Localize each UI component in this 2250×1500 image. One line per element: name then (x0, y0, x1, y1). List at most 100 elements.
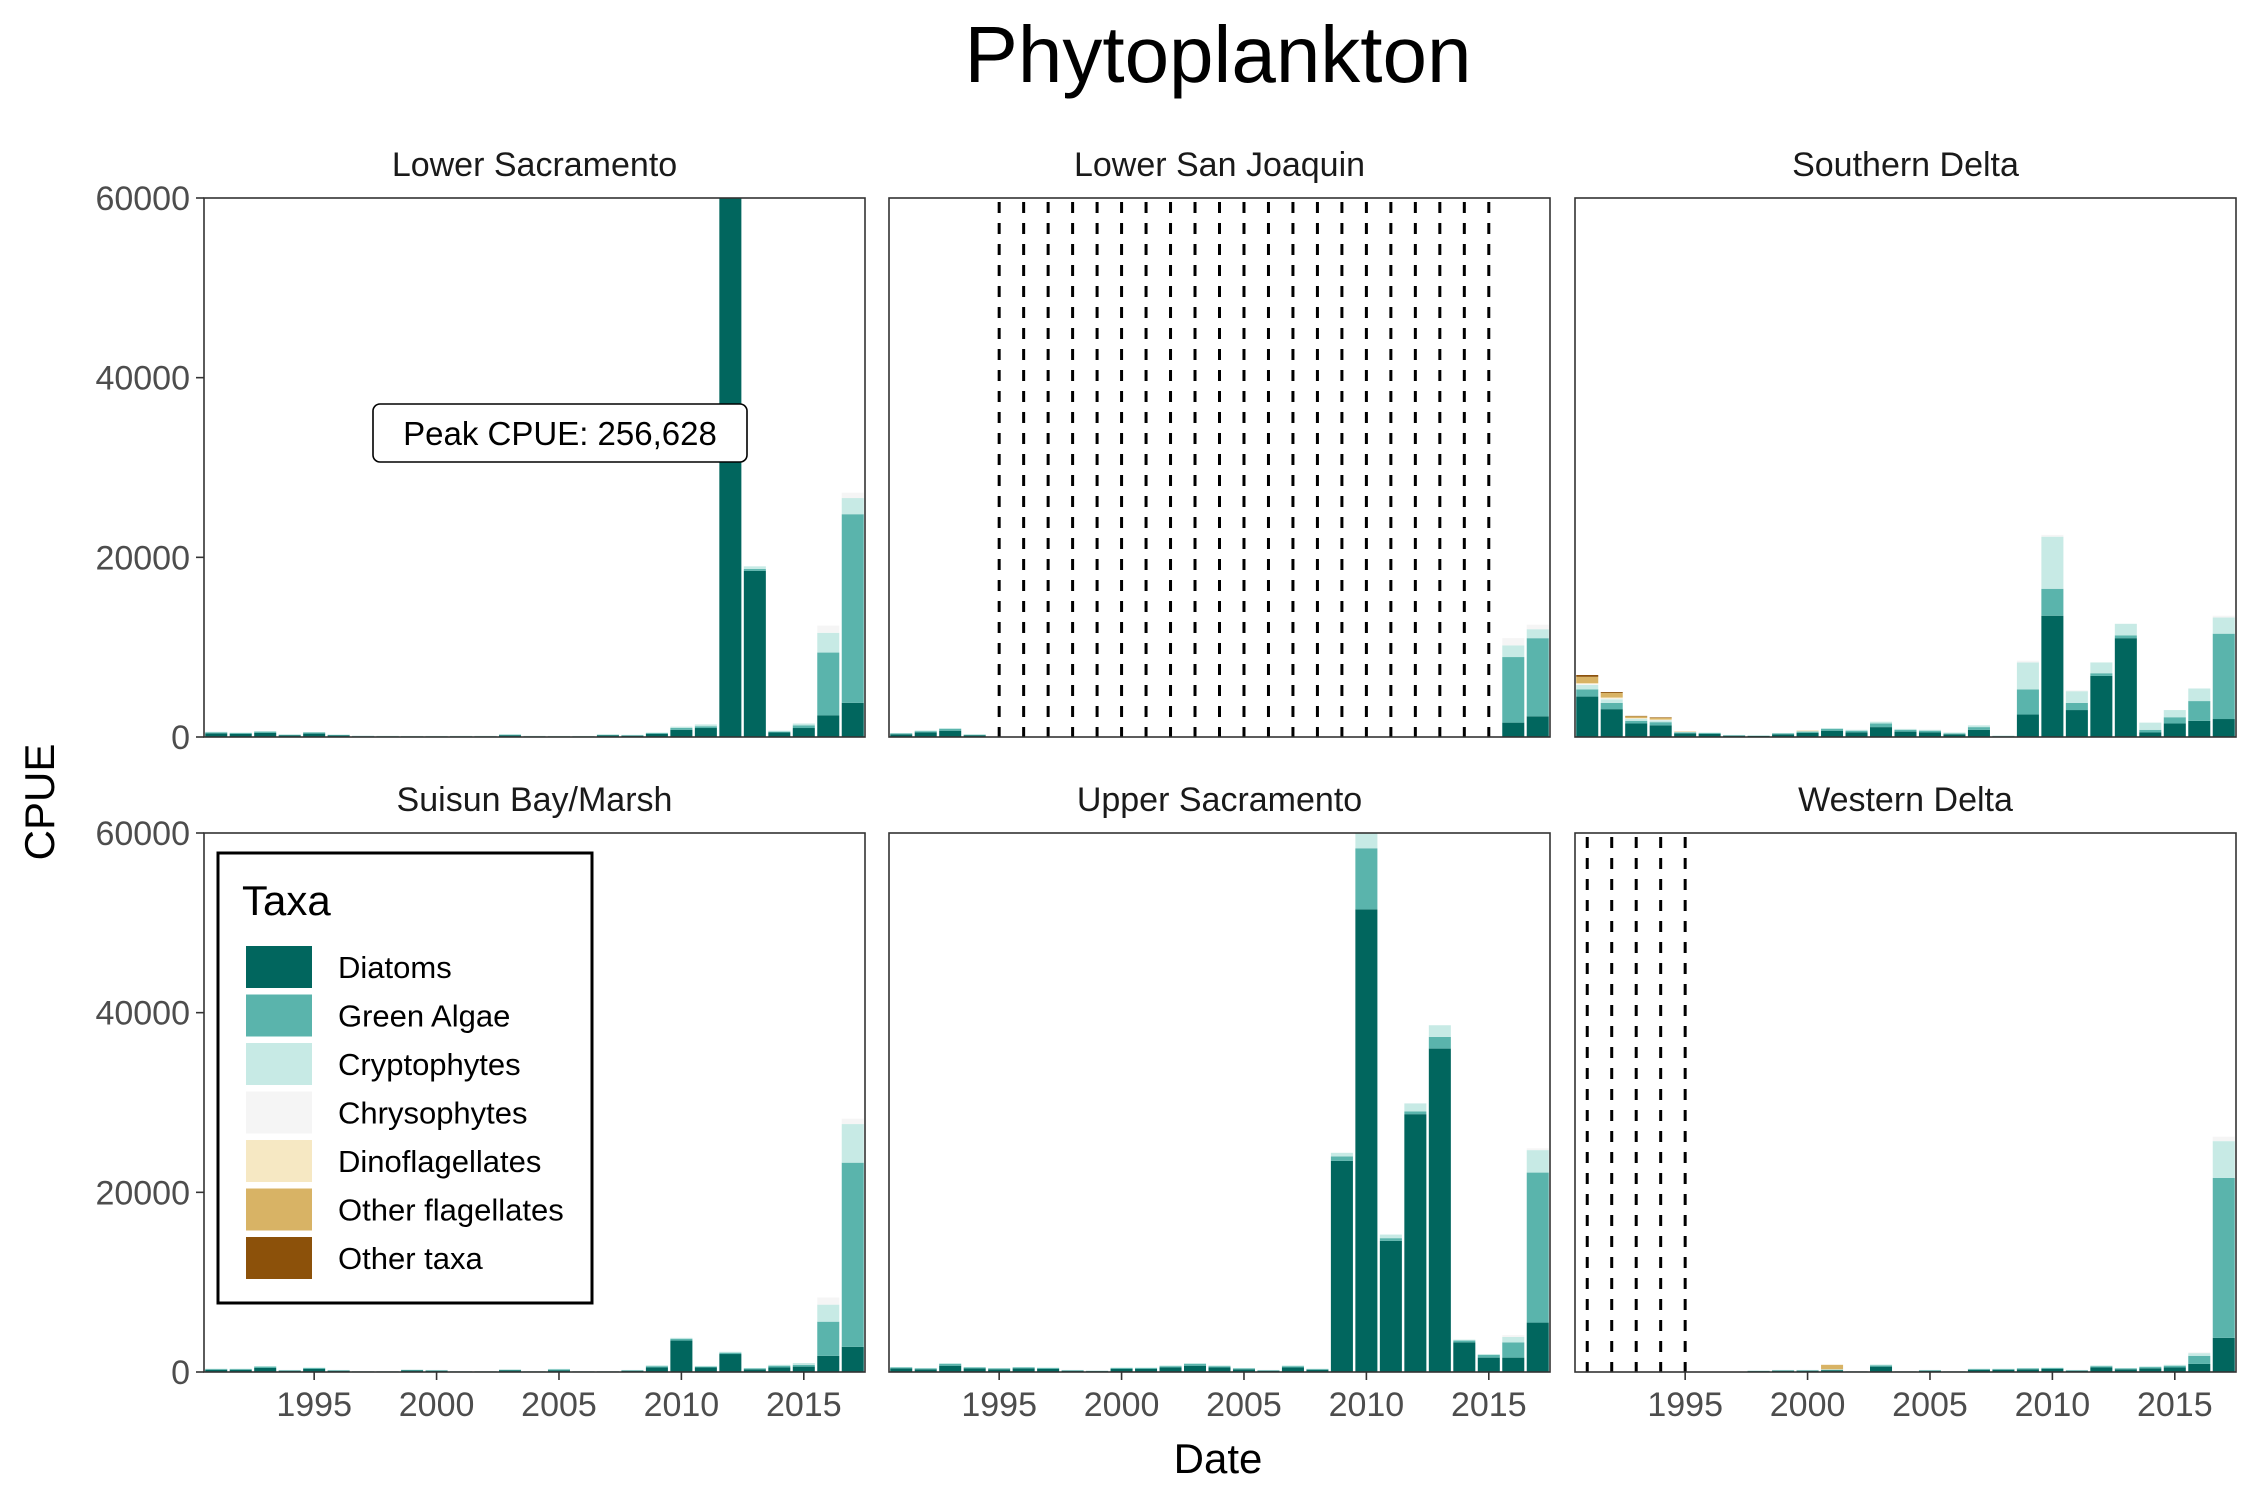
bar-2008-green-algae (621, 735, 644, 736)
bar-2016-cryptophytes (2188, 688, 2211, 702)
bar-1991-diatoms (1576, 696, 1599, 737)
bar-1991-green-algae (890, 733, 913, 735)
legend-swatch-dinoflagellates (246, 1140, 312, 1182)
legend-label-diatoms: Diatoms (338, 950, 452, 985)
bar-2003-diatoms (1184, 1365, 1207, 1372)
bar-2009-cryptophytes (2016, 662, 2039, 690)
bar-2016-cryptophytes (1502, 1336, 1525, 1343)
bar-2009-green-algae (1330, 1156, 1353, 1161)
bar-2007-cryptophytes (1967, 725, 1990, 728)
bar-2015-diatoms (792, 1366, 815, 1372)
bar-1995-green-algae (1674, 732, 1697, 734)
bar-2012-green-algae (719, 1352, 742, 1355)
bar-1994-green-algae (963, 1367, 986, 1369)
bar-1993-cryptophytes (939, 1363, 962, 1364)
panel-plot-area (890, 202, 1549, 737)
legend-label-green-algae: Green Algae (338, 999, 510, 1034)
bar-2015-green-algae (2163, 717, 2186, 724)
bar-1994-diatoms (1649, 725, 1672, 737)
bar-1993-diatoms (939, 1365, 962, 1372)
bar-2010-chrysophytes (2041, 534, 2064, 537)
x-tick-label: 2005 (1206, 1386, 1282, 1424)
bar-2013-diatoms (2114, 638, 2137, 737)
bar-2016-green-algae (817, 1321, 840, 1356)
bar-2015-diatoms (1477, 1357, 1500, 1372)
bar-1994-green-algae (1649, 722, 1672, 726)
panel-plot-area (205, 198, 864, 737)
bar-1992-green-algae (914, 1368, 937, 1370)
legend-swatch-cryptophytes (246, 1043, 312, 1085)
bar-2010-green-algae (2041, 1367, 2064, 1369)
bar-2005-diatoms (1918, 732, 1941, 737)
legend-label-cryptophytes: Cryptophytes (338, 1047, 521, 1082)
bar-2012-cryptophytes (1404, 1103, 1427, 1112)
bar-2001-diatoms (1821, 1370, 1844, 1372)
panel-border (888, 197, 1551, 738)
bar-1991-diatoms (890, 1368, 913, 1372)
bar-2017-diatoms (1526, 1322, 1549, 1372)
bar-2010-cryptophytes (2041, 536, 2064, 589)
legend-swatch-green-algae (246, 994, 312, 1037)
bar-2008-diatoms (1306, 1369, 1329, 1372)
bar-2005-green-algae (1918, 730, 1941, 733)
bar-1993-cryptophytes (939, 728, 962, 729)
bar-2017-cryptophytes (2212, 617, 2235, 634)
bar-2015-green-algae (792, 725, 815, 729)
panel-plot-area (205, 1118, 864, 1372)
y-tick-label: 20000 (95, 539, 190, 577)
bar-1991-green-algae (205, 1369, 228, 1370)
bar-1994-diatoms (278, 735, 301, 737)
bar-2012-green-algae (2090, 673, 2113, 676)
bar-2003-green-algae (499, 1369, 522, 1371)
bar-2009-diatoms (1330, 1160, 1353, 1372)
x-tick-label: 2015 (2137, 1386, 2213, 1424)
y-tick-label: 60000 (95, 180, 190, 218)
x-tick-label: 2010 (1329, 1386, 1405, 1424)
bar-1992-diatoms (229, 1369, 252, 1372)
bar-1994-green-algae (963, 734, 986, 736)
bar-2014-green-algae (768, 731, 791, 733)
bar-1992-diatoms (1600, 709, 1623, 737)
chart-title: Phytoplankton (964, 10, 1471, 99)
bar-2009-cryptophytes (645, 1365, 668, 1367)
bar-1991-cryptophytes (205, 731, 228, 733)
bar-2000-diatoms (1110, 1368, 1133, 1372)
bar-2016-diatoms (2188, 720, 2211, 737)
bar-2009-cryptophytes (1330, 1152, 1353, 1157)
bar-1993-green-algae (1625, 720, 1648, 724)
bar-2001-green-algae (1821, 728, 1844, 731)
bar-1994-cryptophytes (963, 1366, 986, 1368)
bar-2005-cryptophytes (1918, 729, 1941, 731)
bar-1992-green-algae (1600, 702, 1623, 710)
bar-2001-cryptophytes (1821, 728, 1844, 729)
bar-2002-green-algae (1159, 1366, 1182, 1368)
bar-2015-cryptophytes (1477, 1354, 1500, 1355)
bar-1996-cryptophytes (1012, 1366, 1035, 1368)
legend-swatch-other-taxa (246, 1237, 312, 1279)
bar-1993-cryptophytes (1625, 719, 1648, 721)
bar-2012-diatoms (2090, 675, 2113, 737)
bar-2005-green-algae (1232, 1368, 1255, 1370)
bar-2011-green-algae (694, 726, 717, 729)
bar-2017-cryptophytes (1526, 629, 1549, 639)
bar-2007-green-algae (596, 734, 619, 736)
bar-2004-green-algae (1208, 1366, 1231, 1368)
bar-2016-chrysophytes (2188, 1352, 2211, 1354)
legend-label-dinoflagellates: Dinoflagellates (338, 1144, 541, 1179)
bar-2015-diatoms (792, 728, 815, 737)
bar-2016-diatoms (817, 715, 840, 737)
bar-1991-green-algae (1576, 689, 1599, 697)
bar-2013-green-algae (2114, 635, 2137, 639)
bar-1996-green-algae (327, 734, 350, 736)
bar-2013-diatoms (2114, 1369, 2137, 1372)
bar-1991-dinoflagellates (1576, 683, 1599, 684)
bar-2009-green-algae (2016, 689, 2039, 715)
legend-swatch-diatoms (246, 946, 312, 988)
x-tick-label: 2015 (1451, 1386, 1527, 1424)
bar-2016-green-algae (1502, 657, 1525, 723)
bar-2016-chrysophytes (1502, 1335, 1525, 1337)
panel-plot-area (890, 833, 1549, 1372)
legend-swatch-chrysophytes (246, 1091, 312, 1134)
